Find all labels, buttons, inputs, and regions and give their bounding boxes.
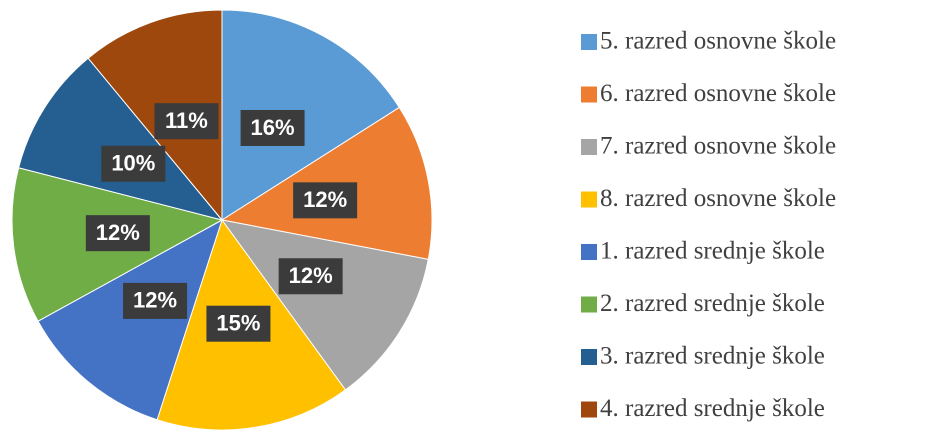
data-label: 11% — [165, 108, 208, 133]
data-label: 10% — [111, 151, 155, 176]
data-label-box — [154, 103, 219, 140]
legend-label: 6. razred osnovne škole — [600, 80, 836, 107]
legend-swatch — [581, 296, 597, 313]
legend-label: 7. razred osnovne škole — [600, 133, 836, 160]
pie-slice — [17, 57, 224, 221]
data-label-box — [278, 258, 343, 295]
legend-swatch — [581, 139, 597, 155]
data-label: 15% — [216, 311, 260, 336]
pie-slice — [37, 218, 223, 421]
data-label-box — [101, 145, 166, 182]
data-label-box — [85, 215, 150, 252]
data-label: 12% — [133, 288, 177, 313]
legend-swatch — [581, 191, 597, 208]
data-label: 12% — [289, 263, 333, 288]
legend-swatch — [581, 244, 597, 260]
data-label-box — [206, 305, 271, 342]
pie-slice — [221, 9, 400, 221]
legend-label: 4. razred srednje škole — [600, 395, 825, 422]
legend-label: 3. razred srednje škole — [600, 343, 825, 370]
data-label-box — [240, 109, 305, 146]
legend-label: 2. razred srednje škole — [600, 290, 825, 317]
data-label-box — [123, 282, 188, 319]
legend-label: 5. razred osnovne škole — [600, 28, 836, 55]
data-label: 16% — [251, 115, 295, 140]
data-label-box — [293, 182, 358, 219]
legend-label: 1. razred srednje škole — [600, 238, 825, 265]
pie-slice — [220, 219, 429, 391]
legend-swatch — [581, 401, 597, 418]
legend-swatch — [581, 349, 597, 365]
legend-swatch — [581, 34, 597, 50]
legend-label: 8. razred osnovne škole — [600, 185, 836, 212]
legend-swatch — [581, 86, 597, 103]
data-label: 12% — [96, 220, 140, 245]
data-label: 12% — [303, 187, 347, 212]
